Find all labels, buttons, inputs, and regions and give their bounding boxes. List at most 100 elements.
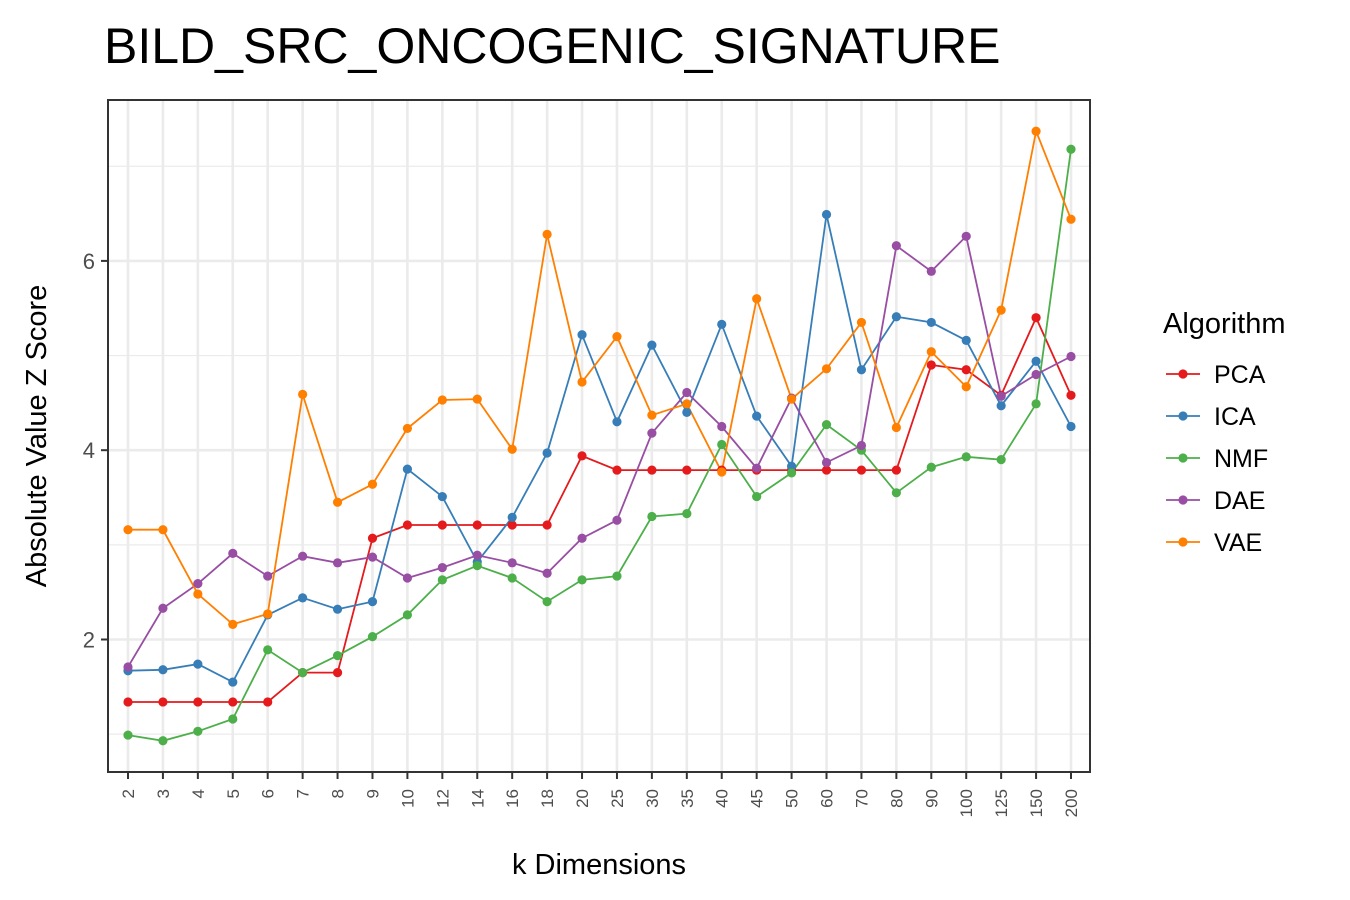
data-point-ica: [682, 407, 692, 417]
data-point-ica: [1031, 356, 1041, 366]
data-point-dae: [996, 391, 1006, 401]
data-point-pca: [507, 520, 517, 530]
series-line-nmf: [127, 149, 1072, 742]
data-point-dae: [193, 579, 203, 589]
data-point-pca: [926, 360, 936, 370]
data-point-dae: [263, 571, 273, 581]
x-tick-label: 7: [294, 789, 313, 798]
data-point-dae: [752, 463, 762, 473]
data-point-ica: [891, 312, 901, 322]
data-point-ica: [367, 597, 378, 607]
data-point-nmf: [612, 571, 622, 581]
data-point-dae: [647, 428, 657, 438]
data-point-vae: [996, 305, 1006, 315]
data-point-nmf: [786, 468, 797, 478]
series-line-ica: [127, 214, 1072, 684]
data-point-nmf: [158, 736, 168, 746]
data-point-vae: [367, 479, 378, 489]
legend: Algorithm PCA ICA NMF DAE VAE: [1163, 308, 1286, 557]
data-point-vae: [612, 332, 622, 342]
data-point-nmf: [891, 488, 901, 498]
data-point-nmf: [821, 420, 832, 430]
x-tick-label: 16: [503, 789, 522, 808]
data-point-vae: [263, 609, 273, 619]
data-point-vae: [752, 294, 762, 304]
data-point-vae: [472, 394, 482, 404]
legend-item-pca: PCA: [1166, 361, 1266, 389]
data-point-nmf: [437, 575, 447, 585]
series-line-pca: [128, 315, 1072, 703]
x-tick-label: 150: [1027, 789, 1046, 817]
data-point-nmf: [577, 575, 587, 585]
chart-title: BILD_SRC_ONCOGENIC_SIGNATURE: [104, 18, 1000, 74]
data-point-ica: [298, 593, 308, 603]
x-tick-label: 5: [224, 789, 243, 798]
legend-marker-nmf: [1178, 453, 1188, 463]
x-axis-title: k Dimensions: [512, 849, 686, 881]
data-point-dae: [332, 558, 343, 568]
data-point-pca: [961, 365, 971, 375]
data-point-vae: [542, 229, 552, 239]
x-tick-label: 70: [852, 789, 871, 808]
data-point-nmf: [402, 610, 413, 620]
legend-item-ica: ICA: [1166, 403, 1256, 431]
x-tick-label: 30: [643, 789, 662, 808]
grid-lines: [108, 100, 1090, 772]
x-tick-label: 18: [538, 789, 557, 808]
data-point-vae: [647, 410, 657, 420]
data-point-vae: [926, 347, 936, 357]
legend-item-nmf: NMF: [1166, 445, 1268, 473]
data-point-vae: [228, 619, 238, 629]
data-point-pca: [437, 520, 447, 530]
data-point-vae: [1066, 214, 1076, 224]
data-point-dae: [472, 550, 482, 560]
series-line-vae: [128, 128, 1072, 626]
data-point-nmf: [996, 455, 1006, 465]
legend-label-pca: PCA: [1214, 361, 1266, 389]
data-point-pca: [1031, 313, 1041, 323]
data-point-dae: [158, 603, 168, 613]
data-point-pca: [647, 465, 657, 475]
data-point-vae: [891, 422, 901, 433]
data-point-nmf: [263, 645, 273, 655]
data-point-vae: [717, 467, 727, 477]
data-point-vae: [961, 382, 971, 392]
data-point-ica: [1066, 421, 1076, 432]
data-point-ica: [193, 659, 203, 669]
x-tick-label: 80: [887, 789, 906, 808]
data-point-ica: [332, 604, 343, 614]
y-axis-title: Absolute Value Z Score: [21, 285, 53, 588]
data-point-pca: [577, 451, 587, 461]
data-point-vae: [158, 525, 168, 535]
legend-item-vae: VAE: [1166, 529, 1262, 557]
data-point-ica: [996, 401, 1006, 411]
data-point-ica: [402, 464, 413, 474]
data-point-dae: [926, 266, 936, 276]
data-point-nmf: [961, 452, 971, 462]
x-tick-label: 4: [189, 789, 208, 798]
x-tick-label: 14: [468, 789, 487, 808]
data-point-nmf: [193, 726, 203, 736]
x-tick-label: 100: [957, 789, 976, 817]
data-point-nmf: [682, 509, 692, 519]
x-tick-label: 50: [783, 789, 802, 808]
y-axis-ticks: 2 4 6: [83, 249, 108, 652]
data-point-nmf: [367, 632, 378, 642]
data-point-pca: [542, 520, 552, 530]
data-point-nmf: [542, 597, 552, 607]
data-point-nmf: [1031, 399, 1041, 409]
data-point-ica: [786, 461, 797, 471]
y-tick-label: 6: [83, 249, 95, 274]
data-point-dae: [577, 533, 587, 543]
data-point-ica: [821, 209, 832, 220]
data-point-vae: [437, 395, 447, 405]
data-point-pca: [263, 697, 273, 707]
data-point-pca: [821, 465, 832, 475]
data-point-vae: [786, 394, 797, 404]
x-tick-label: 200: [1062, 789, 1081, 817]
data-point-nmf: [228, 714, 238, 724]
data-point-dae: [123, 662, 133, 672]
data-point-dae: [961, 231, 971, 241]
data-point-dae: [367, 552, 378, 562]
